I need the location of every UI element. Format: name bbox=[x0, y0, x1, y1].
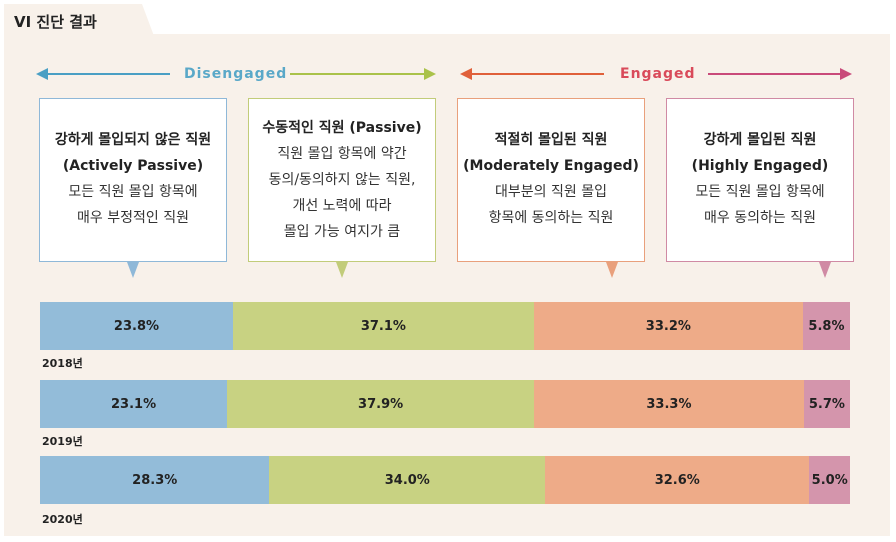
year-label-2019: 2019년 bbox=[42, 435, 83, 448]
disengaged-label: Disengaged bbox=[184, 66, 288, 82]
card-pointer bbox=[819, 262, 831, 278]
bar-segment: 37.1% bbox=[232, 302, 534, 350]
data-label: 32.6% bbox=[654, 472, 700, 488]
year-label-2018: 2018년 bbox=[42, 357, 83, 370]
disengaged-arrow-right bbox=[290, 73, 426, 75]
engaged-arrow-left bbox=[470, 73, 604, 75]
section-tab bbox=[4, 4, 154, 36]
year-label-2020: 2020년 bbox=[42, 513, 83, 526]
card-title: 강하게 몰입되지 않은 직원 bbox=[54, 132, 212, 148]
engaged-arrow-right bbox=[708, 73, 842, 75]
engaged-label: Engaged bbox=[620, 66, 696, 82]
card-desc: 모든 직원 몰입 항목에 bbox=[68, 184, 198, 200]
section-title: VI 진단 결과 bbox=[14, 13, 97, 31]
bar-2020: 28.3% 34.0% 32.6% 5.0% bbox=[40, 456, 850, 504]
card-pointer bbox=[336, 262, 348, 278]
card-desc: 모든 직원 몰입 항목에 bbox=[695, 184, 825, 200]
card-desc: 매우 동의하는 직원 bbox=[704, 210, 816, 226]
bar-segment: 23.8% bbox=[40, 302, 233, 350]
bar-segment: 28.3% bbox=[40, 456, 270, 504]
category-card-moderately-engaged: 적절히 몰입된 직원 (Moderately Engaged) 대부분의 직원 … bbox=[457, 98, 645, 262]
bar-segment: 34.0% bbox=[269, 456, 546, 504]
bar-segment: 33.3% bbox=[534, 380, 804, 428]
data-label: 33.2% bbox=[645, 318, 691, 334]
disengaged-arrow-left bbox=[46, 73, 170, 75]
data-label: 34.0% bbox=[384, 472, 430, 488]
data-label: 33.3% bbox=[646, 396, 692, 412]
card-desc: 항목에 동의하는 직원 bbox=[488, 210, 614, 226]
bar-segment: 5.0% bbox=[809, 456, 850, 504]
disengaged-arrowhead-left bbox=[36, 68, 48, 80]
card-pointer bbox=[606, 262, 618, 278]
bar-2018: 23.8% 37.1% 33.2% 5.8% bbox=[40, 302, 850, 350]
card-desc: 직원 몰입 항목에 약간 bbox=[277, 146, 407, 162]
bar-segment: 5.7% bbox=[803, 380, 850, 428]
data-label: 37.1% bbox=[360, 318, 406, 334]
card-desc: 개선 노력에 따라 bbox=[292, 198, 392, 214]
card-desc: 대부분의 직원 몰입 bbox=[495, 184, 607, 200]
bar-segment: 33.2% bbox=[533, 302, 803, 350]
card-subtitle: (Actively Passive) bbox=[62, 158, 204, 174]
bar-2019: 23.1% 37.9% 33.3% 5.7% bbox=[40, 380, 850, 428]
card-pointer bbox=[127, 262, 139, 278]
card-subtitle: (Moderately Engaged) bbox=[463, 158, 639, 174]
bar-segment: 32.6% bbox=[545, 456, 810, 504]
data-label: 5.7% bbox=[808, 396, 845, 412]
disengaged-arrowhead-right bbox=[424, 68, 436, 80]
bar-segment: 23.1% bbox=[40, 380, 228, 428]
card-title: 수동적인 직원 (Passive) bbox=[262, 120, 422, 136]
data-label: 28.3% bbox=[132, 472, 178, 488]
engaged-arrowhead-left bbox=[460, 68, 472, 80]
card-desc: 매우 부정적인 직원 bbox=[77, 210, 189, 226]
card-subtitle: (Highly Engaged) bbox=[691, 158, 829, 174]
data-label: 23.8% bbox=[113, 318, 160, 334]
bar-segment: 37.9% bbox=[227, 380, 535, 428]
card-title: 적절히 몰입된 직원 bbox=[494, 132, 608, 148]
data-label: 5.8% bbox=[808, 318, 845, 334]
category-card-highly-engaged: 강하게 몰입된 직원 (Highly Engaged) 모든 직원 몰입 항목에… bbox=[666, 98, 854, 262]
data-label: 23.1% bbox=[111, 396, 157, 412]
card-desc: 동의/동의하지 않는 직원, bbox=[268, 172, 416, 188]
data-label: 5.0% bbox=[811, 472, 848, 488]
bar-segment: 5.8% bbox=[802, 302, 850, 350]
category-card-actively-passive: 강하게 몰입되지 않은 직원 (Actively Passive) 모든 직원 … bbox=[39, 98, 227, 262]
engaged-arrowhead-right bbox=[840, 68, 852, 80]
data-label: 37.9% bbox=[358, 396, 404, 412]
category-card-passive: 수동적인 직원 (Passive) 직원 몰입 항목에 약간 동의/동의하지 않… bbox=[248, 98, 436, 262]
card-desc: 몰입 가능 여지가 큼 bbox=[283, 224, 401, 240]
card-title: 강하게 몰입된 직원 bbox=[703, 132, 817, 148]
